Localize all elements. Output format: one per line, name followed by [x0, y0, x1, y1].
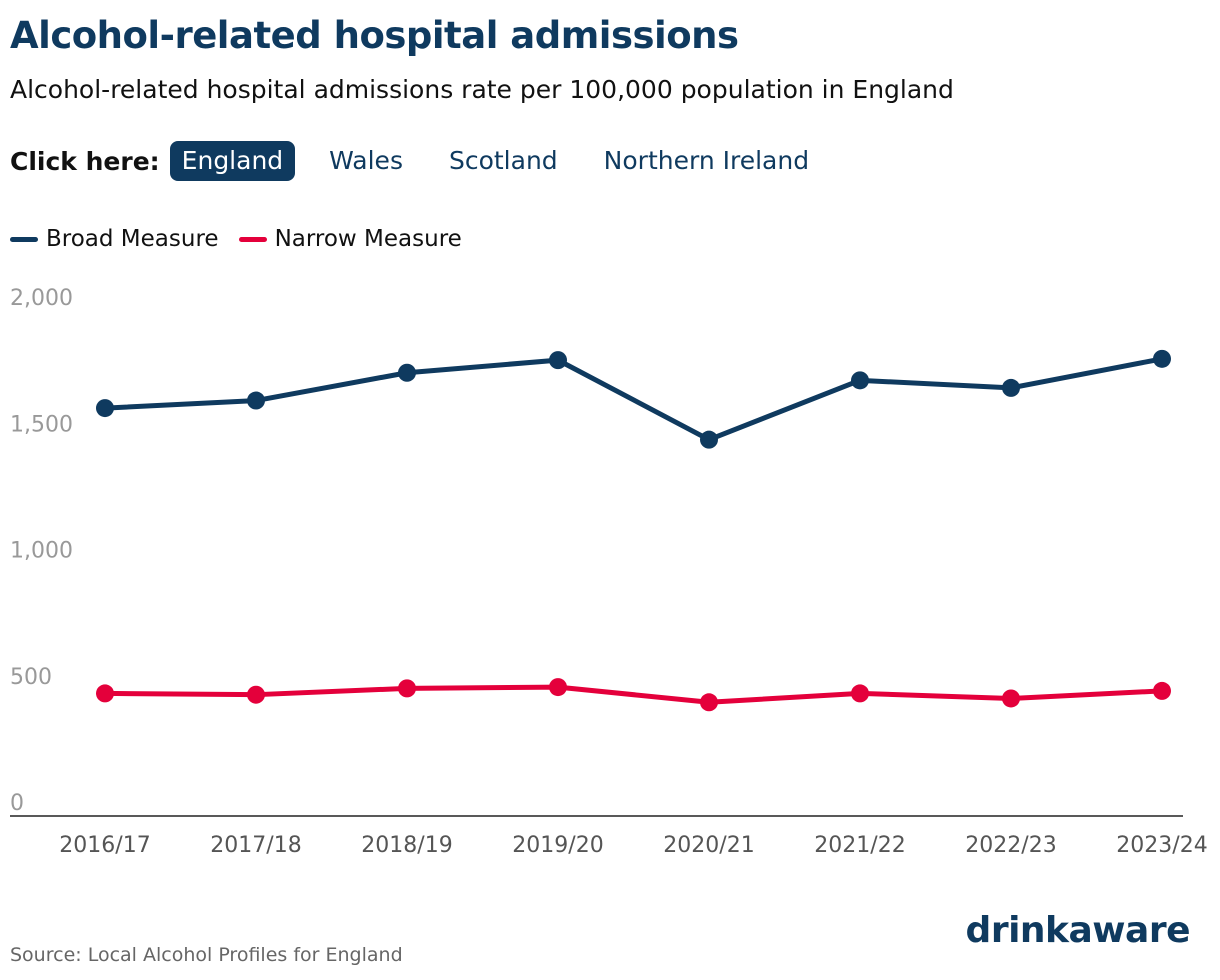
region-tabs: Click here: England Wales Scotland North… [10, 140, 843, 182]
legend-swatch-broad [10, 236, 38, 242]
data-point-broad [851, 371, 869, 390]
legend-item-broad: Broad Measure [10, 226, 219, 252]
legend-item-narrow: Narrow Measure [238, 226, 462, 252]
x-tick-label: 2016/17 [59, 833, 150, 858]
data-point-narrow [1002, 689, 1020, 708]
source-note: Source: Local Alcohol Profiles for Engla… [10, 944, 403, 966]
y-tick-label: 500 [10, 665, 52, 690]
legend-swatch-narrow [238, 236, 267, 242]
y-tick-label: 1,000 [10, 539, 73, 564]
y-tick-label: 0 [10, 791, 24, 816]
data-point-narrow [700, 693, 718, 712]
x-tick-label: 2022/23 [965, 833, 1056, 858]
data-point-narrow [398, 679, 416, 698]
data-point-broad [549, 351, 567, 370]
series-line-narrow [102, 684, 1165, 705]
x-tick-label: 2017/18 [210, 833, 301, 858]
tabs-label: Click here: [10, 146, 160, 176]
chart-title: Alcohol-related hospital admissions [10, 14, 739, 57]
data-point-narrow [851, 684, 869, 703]
y-tick-label: 1,500 [10, 412, 73, 437]
tab-wales[interactable]: Wales [329, 146, 403, 175]
x-tick-label: 2018/19 [361, 833, 452, 858]
tab-england[interactable]: England [169, 141, 296, 181]
tab-northern-ireland[interactable]: Northern Ireland [603, 146, 810, 175]
data-point-broad [96, 399, 114, 418]
legend-label-narrow: Narrow Measure [274, 226, 462, 252]
chart-subtitle: Alcohol-related hospital admissions rate… [10, 75, 954, 104]
line-chart: 0 500 1,000 1,500 2,000 2016/17 2017/18 2018/19… [10, 286, 1208, 858]
data-point-broad [1153, 349, 1171, 368]
data-point-narrow [549, 678, 567, 697]
data-point-narrow [1153, 681, 1171, 700]
data-point-broad [398, 363, 416, 382]
x-tick-label: 2023/24 [1116, 833, 1207, 858]
data-point-narrow [247, 685, 265, 704]
data-point-narrow [96, 684, 114, 703]
x-tick-label: 2019/20 [512, 833, 603, 858]
x-tick-label: 2020/21 [663, 833, 754, 858]
data-point-broad [1002, 378, 1020, 397]
data-point-broad [247, 391, 265, 410]
drinkaware-logo: drinkaware [965, 910, 1191, 951]
legend-label-broad: Broad Measure [46, 226, 219, 252]
y-tick-label: 2,000 [10, 286, 73, 311]
tab-scotland[interactable]: Scotland [448, 146, 558, 175]
x-tick-label: 2021/22 [814, 833, 905, 858]
legend: Broad Measure Narrow Measure [10, 226, 482, 252]
series-line-broad [102, 356, 1165, 443]
data-point-broad [700, 430, 718, 449]
